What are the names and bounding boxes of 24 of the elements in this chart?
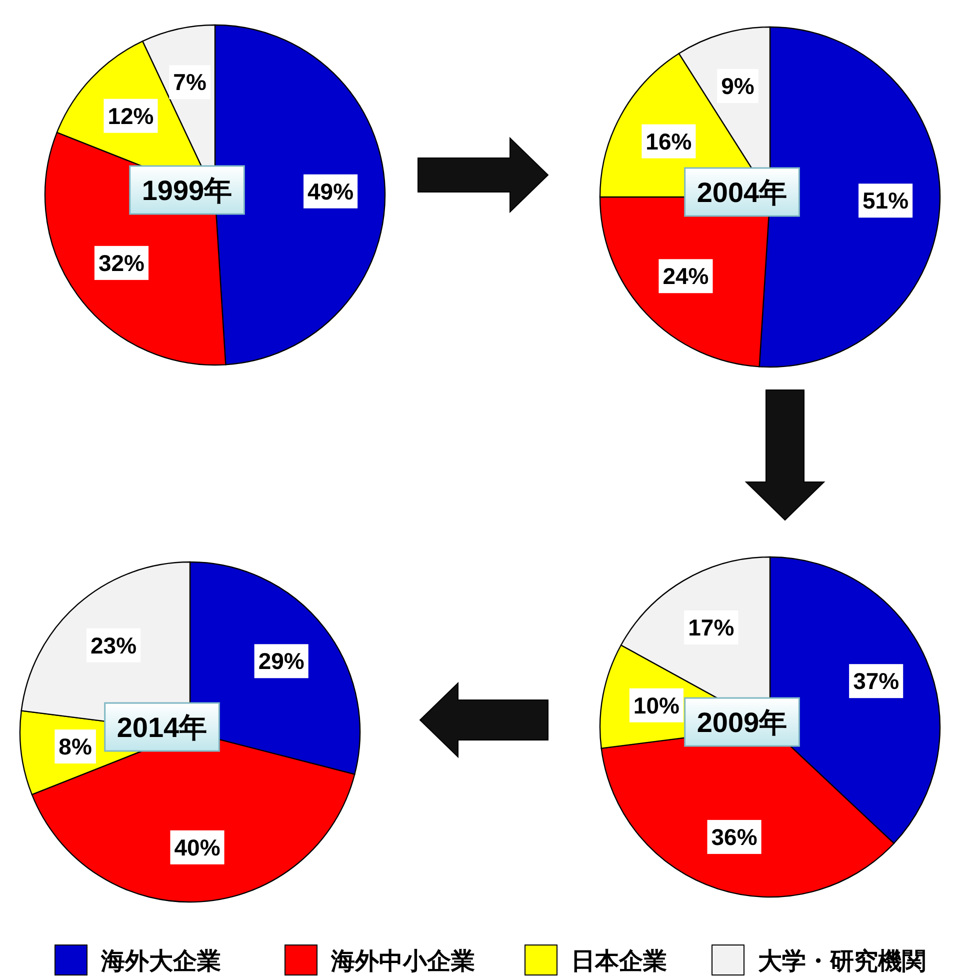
legend-label: 海外大企業 — [100, 948, 221, 975]
data-label: 24% — [662, 263, 709, 290]
text: 1999年 — [142, 175, 232, 206]
legend-label: 日本企業 — [571, 948, 667, 975]
text: 2014年 — [116, 712, 208, 743]
data-label: 49% — [308, 178, 354, 204]
data-label: 16% — [646, 128, 692, 154]
text: 2004年 — [696, 177, 788, 208]
data-label: 8% — [58, 733, 92, 760]
data-label: 37% — [853, 668, 900, 694]
data-label: 32% — [98, 250, 144, 276]
data-label: 17% — [688, 614, 734, 640]
data-label: 7% — [173, 69, 206, 96]
data-label: 9% — [721, 72, 754, 99]
data-label: 23% — [90, 632, 137, 658]
legend-label: 海外中小企業 — [330, 948, 475, 975]
data-label: 12% — [108, 102, 154, 129]
data-label: 10% — [633, 692, 680, 718]
legend-label: 大学・研究機関 — [758, 948, 926, 975]
text: 2009年 — [696, 707, 788, 738]
data-label: 36% — [711, 824, 758, 850]
data-label: 51% — [862, 188, 909, 214]
data-label: 29% — [258, 648, 304, 674]
data-label: 40% — [174, 834, 220, 860]
